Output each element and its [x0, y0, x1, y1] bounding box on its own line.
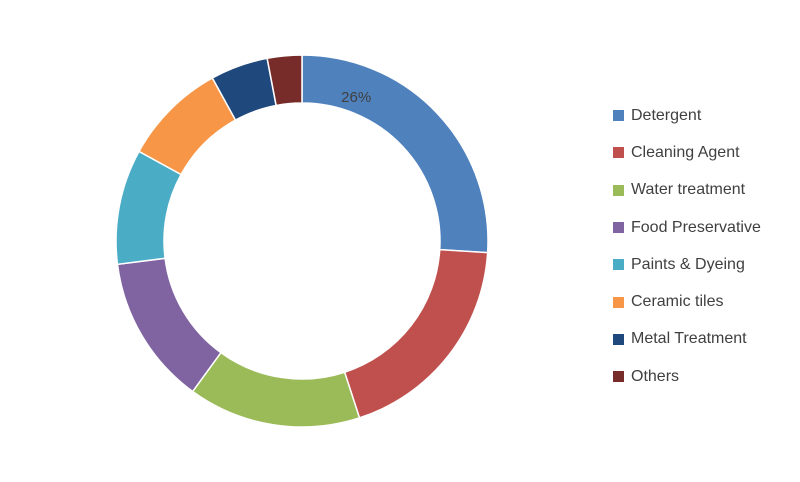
legend-label: Others — [631, 367, 680, 385]
chart-legend: Detergent Cleaning Agent Water treatment Fo… — [613, 97, 761, 395]
legend-label: Detergent — [631, 106, 702, 124]
slice-detergent — [301, 54, 489, 254]
legend-swatch — [613, 259, 624, 271]
slice-others — [266, 54, 303, 107]
legend-label: Ceramic tiles — [631, 293, 724, 311]
legend-swatch — [613, 110, 624, 122]
legend-swatch — [613, 296, 624, 308]
slice-water-treatment — [191, 351, 361, 428]
legend-item-paints-and-dyeing: Paints & Dyeing — [613, 246, 761, 283]
data-label-detergent: 26% — [341, 89, 371, 106]
legend-item-detergent: Detergent — [613, 97, 761, 134]
legend-label: Food Preservative — [631, 218, 761, 236]
slice-food-preservative — [116, 257, 222, 393]
legend-label: Water treatment — [631, 181, 746, 199]
legend-item-cleaning-agent: Cleaning Agent — [613, 134, 761, 171]
legend-label: Paints & Dyeing — [631, 255, 745, 273]
legend-swatch — [613, 333, 624, 345]
legend-item-others: Others — [613, 358, 761, 395]
legend-swatch — [613, 371, 624, 383]
chart-data-labels: 26% — [341, 89, 371, 106]
legend-item-metal-treatment: Metal Treatment — [613, 321, 761, 358]
legend-swatch — [613, 184, 624, 196]
legend-label: Cleaning Agent — [631, 143, 740, 161]
legend-item-ceramic-tiles: Ceramic tiles — [613, 283, 761, 320]
chart-slices — [115, 54, 489, 428]
legend-label: Metal Treatment — [631, 330, 747, 348]
legend-swatch — [613, 147, 624, 159]
legend-swatch — [613, 222, 624, 234]
legend-item-water-treatment: Water treatment — [613, 172, 761, 209]
legend-item-food-preservative: Food Preservative — [613, 209, 761, 246]
slice-cleaning-agent — [343, 248, 489, 419]
